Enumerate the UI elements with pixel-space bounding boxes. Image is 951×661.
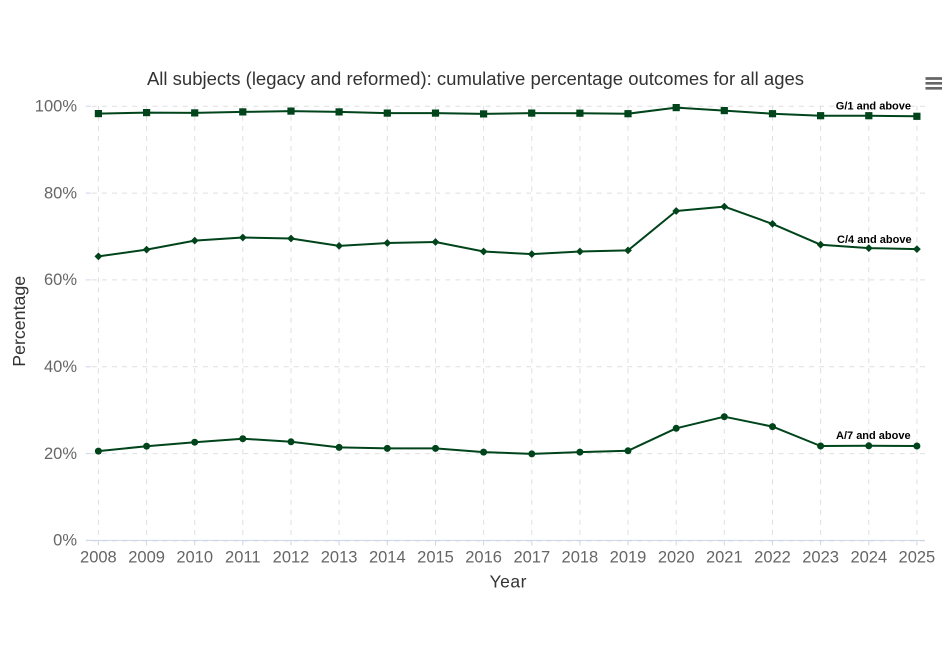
svg-text:40%: 40%	[44, 358, 77, 376]
svg-text:60%: 60%	[44, 271, 77, 289]
svg-text:2011: 2011	[225, 549, 260, 567]
svg-text:2017: 2017	[513, 549, 550, 567]
svg-text:2015: 2015	[417, 549, 454, 567]
svg-text:2018: 2018	[562, 549, 599, 567]
svg-text:A/7 and above: A/7 and above	[836, 430, 911, 442]
svg-text:2009: 2009	[128, 549, 165, 567]
svg-text:0%: 0%	[53, 532, 77, 550]
svg-text:2012: 2012	[273, 549, 310, 567]
svg-text:2021: 2021	[706, 549, 743, 567]
svg-text:C/4 and above: C/4 and above	[837, 234, 912, 246]
svg-text:20%: 20%	[44, 445, 77, 463]
svg-text:2020: 2020	[658, 549, 695, 567]
svg-text:2010: 2010	[176, 549, 213, 567]
svg-text:2024: 2024	[850, 549, 887, 567]
svg-text:2014: 2014	[369, 549, 406, 567]
svg-text:2008: 2008	[80, 549, 117, 567]
svg-text:2022: 2022	[754, 549, 791, 567]
svg-text:80%: 80%	[44, 184, 77, 202]
svg-text:2013: 2013	[321, 549, 358, 567]
svg-text:2016: 2016	[465, 549, 502, 567]
svg-text:100%: 100%	[35, 97, 78, 115]
svg-text:2023: 2023	[802, 549, 839, 567]
svg-text:G/1 and above: G/1 and above	[836, 101, 911, 113]
svg-text:Percentage: Percentage	[9, 276, 29, 367]
svg-text:2019: 2019	[610, 549, 647, 567]
svg-text:All subjects (legacy and refor: All subjects (legacy and reformed): cumu…	[147, 68, 804, 89]
svg-text:Year: Year	[490, 571, 527, 591]
svg-text:2025: 2025	[899, 549, 936, 567]
